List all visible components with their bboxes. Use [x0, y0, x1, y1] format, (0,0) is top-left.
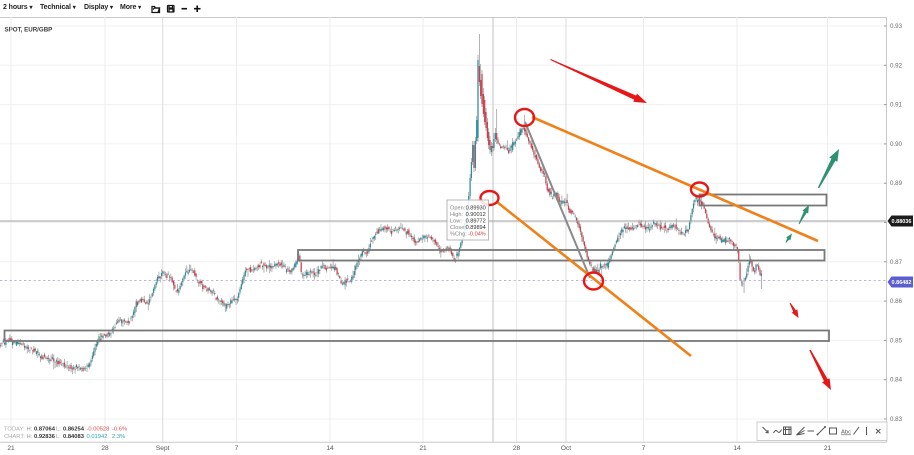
svg-text:28: 28	[513, 445, 521, 452]
svg-text:-0.6%: -0.6%	[112, 427, 127, 433]
svg-text:0.85: 0.85	[890, 337, 903, 344]
svg-text:0.92836: 0.92836	[34, 434, 56, 440]
svg-text:21: 21	[419, 445, 427, 452]
svg-text:Low:: Low:	[450, 219, 462, 225]
svg-text:2.3%: 2.3%	[112, 434, 125, 440]
svg-text:21: 21	[7, 445, 15, 452]
svg-text:L:: L:	[56, 427, 61, 433]
svg-text:14: 14	[733, 445, 741, 452]
svg-text:7: 7	[642, 445, 646, 452]
svg-text:L:: L:	[56, 434, 61, 440]
svg-text:CHART:: CHART:	[4, 434, 25, 440]
svg-text:0.87: 0.87	[890, 259, 903, 266]
svg-text:0.89772: 0.89772	[466, 219, 486, 225]
svg-text:Sept: Sept	[156, 445, 170, 452]
svg-text:-0.04%: -0.04%	[468, 232, 486, 238]
svg-text:0.84: 0.84	[890, 377, 903, 384]
svg-text:0.86482: 0.86482	[892, 280, 912, 286]
svg-text:0.84083: 0.84083	[63, 434, 85, 440]
svg-text:0.86254: 0.86254	[63, 427, 85, 433]
svg-text:7: 7	[235, 445, 239, 452]
svg-text:0.01942: 0.01942	[87, 434, 108, 440]
svg-text:0.89930: 0.89930	[466, 206, 486, 212]
svg-text:%Chg:: %Chg:	[450, 232, 467, 238]
svg-text:0.88036: 0.88036	[892, 219, 912, 225]
svg-text:H:: H:	[27, 434, 33, 440]
svg-text:Oct: Oct	[561, 445, 571, 452]
svg-text:High:: High:	[450, 212, 464, 218]
svg-text:0.89: 0.89	[890, 180, 903, 187]
svg-text:0.83: 0.83	[890, 416, 903, 423]
svg-text:0.90012: 0.90012	[466, 212, 486, 218]
svg-text:Open:: Open:	[450, 206, 466, 212]
svg-text:0.87064: 0.87064	[34, 427, 56, 433]
svg-text:0.90: 0.90	[890, 141, 903, 148]
svg-text:SPOT, EUR/GBP: SPOT, EUR/GBP	[5, 27, 53, 34]
svg-text:28: 28	[101, 445, 109, 452]
svg-text:0.89894: 0.89894	[466, 225, 486, 231]
svg-text:Abc: Abc	[841, 430, 851, 436]
svg-text:TODAY:: TODAY:	[4, 427, 25, 433]
svg-text:0.93: 0.93	[890, 23, 903, 30]
svg-text:0.92: 0.92	[890, 62, 903, 69]
svg-text:14: 14	[326, 445, 334, 452]
svg-text:H:: H:	[27, 427, 33, 433]
svg-text:Close:: Close:	[450, 225, 466, 231]
svg-text:0.86: 0.86	[890, 298, 903, 305]
svg-text:0.91: 0.91	[890, 102, 903, 109]
svg-text:-0.00528: -0.00528	[87, 427, 110, 433]
svg-text:21: 21	[824, 445, 832, 452]
